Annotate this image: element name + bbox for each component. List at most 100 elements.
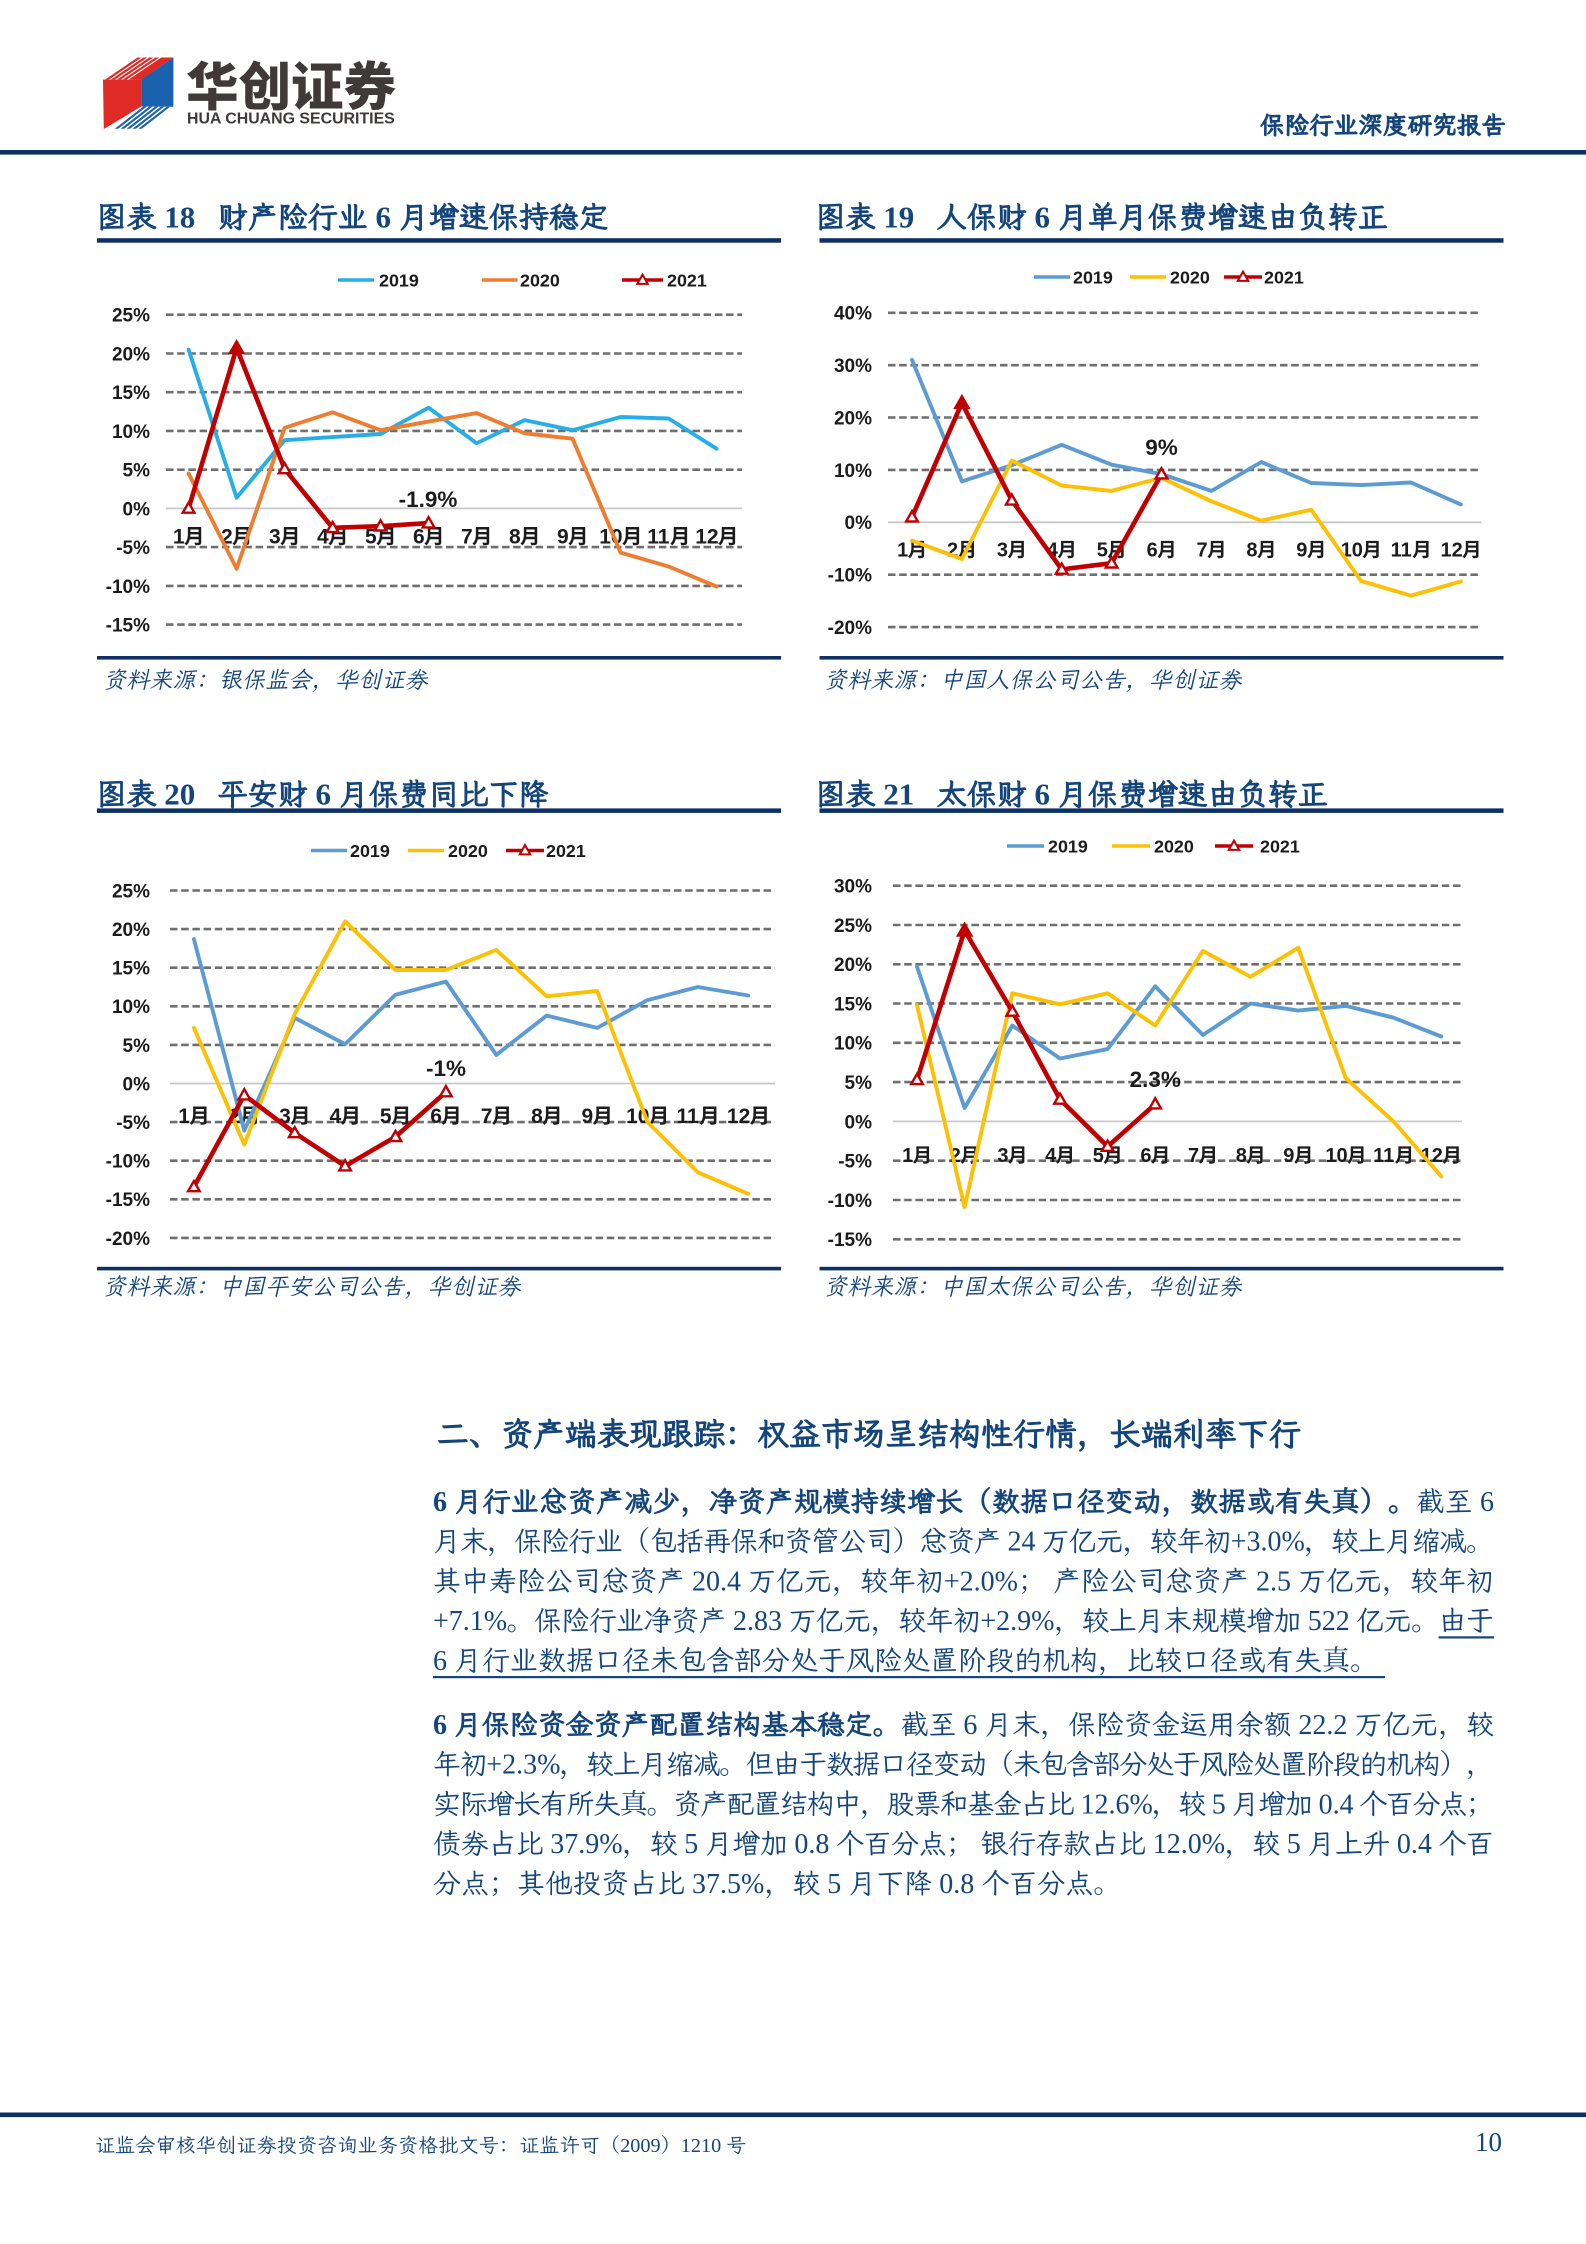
svg-text:0%: 0% [123,499,151,520]
svg-text:11: 11 [647,526,670,549]
svg-text:6: 6 [433,1487,454,1518]
svg-text:1: 1 [173,526,185,549]
svg-text:+2.9%: +2.9% [980,1606,1054,1637]
svg-text:5: 5 [677,1829,705,1860]
svg-text:1: 1 [178,1105,190,1128]
svg-text:8: 8 [509,526,521,549]
svg-text:25%: 25% [112,881,150,902]
svg-text:20%: 20% [834,955,872,976]
svg-text:2020: 2020 [1154,837,1194,857]
svg-text:2: 2 [947,540,958,562]
svg-text:-5%: -5% [116,538,150,559]
svg-text:2009: 2009 [620,2135,660,2157]
svg-text:6: 6 [413,526,425,549]
svg-text:-10%: -10% [106,1152,150,1173]
svg-text:6: 6 [1473,1487,1494,1518]
svg-text:20: 20 [157,777,196,812]
svg-text:+3.0%: +3.0% [1231,1527,1305,1558]
svg-text:2019: 2019 [1073,268,1113,288]
svg-text:3: 3 [269,526,281,549]
svg-text:2021: 2021 [1264,268,1304,288]
svg-text:20.4: 20.4 [685,1566,748,1597]
svg-text:2.3%: 2.3% [1130,1067,1181,1092]
svg-text:5: 5 [1093,1145,1104,1167]
svg-text:7: 7 [461,526,473,549]
svg-text:10%: 10% [834,461,872,482]
svg-text:15%: 15% [112,383,150,404]
svg-text:1: 1 [897,540,908,562]
svg-text:-10%: -10% [106,577,150,598]
svg-text:20%: 20% [112,344,150,365]
svg-text:2020: 2020 [448,841,488,861]
svg-text:9: 9 [1283,1145,1294,1167]
svg-text:20%: 20% [834,408,872,429]
svg-text:6: 6 [956,1710,984,1741]
svg-text:-15%: -15% [106,616,150,637]
svg-text:2020: 2020 [520,271,560,291]
svg-text:2021: 2021 [1260,837,1300,857]
svg-text:3: 3 [279,1105,291,1128]
svg-text:0%: 0% [123,1074,151,1095]
svg-text:2.83: 2.83 [726,1606,789,1637]
svg-text:0.4: 0.4 [1390,1829,1439,1860]
svg-text:-20%: -20% [828,618,872,639]
svg-text:3: 3 [997,1145,1008,1167]
svg-text:8: 8 [531,1105,543,1128]
svg-text:10: 10 [1475,2127,1502,2157]
svg-text:5%: 5% [845,1073,873,1094]
svg-text:6: 6 [433,1710,454,1741]
svg-text:5: 5 [380,1105,392,1128]
svg-text:30%: 30% [834,877,872,898]
svg-text:3: 3 [997,540,1008,562]
svg-text:0%: 0% [845,513,873,534]
svg-text:10%: 10% [834,1034,872,1055]
svg-text:5: 5 [820,1869,848,1900]
svg-text:HUA CHUANG SECURITIES: HUA CHUANG SECURITIES [187,111,395,128]
svg-text:+7.1%: +7.1% [433,1606,507,1637]
svg-text:-10%: -10% [828,1191,872,1212]
svg-text:11: 11 [1391,540,1412,562]
svg-text:10: 10 [1341,540,1363,562]
svg-text:12: 12 [695,526,718,549]
svg-text:0.4: 0.4 [1312,1789,1361,1820]
svg-text:-20%: -20% [106,1229,150,1250]
svg-text:2: 2 [950,1145,961,1167]
svg-text:15%: 15% [112,959,150,980]
svg-text:18: 18 [157,199,196,234]
svg-text:6: 6 [430,1105,442,1128]
svg-text:0%: 0% [845,1112,873,1133]
svg-text:9%: 9% [1145,435,1178,460]
svg-text:2: 2 [221,526,233,549]
svg-text:5: 5 [1280,1829,1308,1860]
svg-text:4: 4 [1045,1145,1057,1167]
svg-text:7: 7 [1188,1145,1199,1167]
svg-text:8: 8 [1236,1145,1247,1167]
svg-text:6: 6 [1027,777,1058,812]
svg-text:1210: 1210 [681,2135,726,2157]
svg-text:20%: 20% [112,920,150,941]
svg-text:2021: 2021 [667,271,707,291]
svg-text:19: 19 [876,199,915,234]
svg-text:-15%: -15% [828,1230,872,1251]
svg-text:2019: 2019 [379,271,419,291]
svg-text:40%: 40% [834,304,872,325]
svg-text:2.5: 2.5 [1249,1566,1298,1597]
svg-text:9: 9 [582,1105,594,1128]
svg-text:2019: 2019 [1048,837,1088,857]
svg-text:5%: 5% [123,461,151,482]
svg-text:12: 12 [1441,540,1463,562]
svg-text:30%: 30% [834,356,872,377]
svg-text:0.8: 0.8 [787,1829,836,1860]
svg-text:+2.3%: +2.3% [486,1750,560,1781]
svg-text:6: 6 [433,1646,454,1677]
svg-text:10: 10 [1325,1145,1347,1167]
svg-text:4: 4 [317,526,329,549]
svg-text:-10%: -10% [828,566,872,587]
svg-text:37.9%: 37.9% [543,1829,622,1860]
svg-text:21: 21 [876,777,915,812]
svg-text:5: 5 [1097,540,1108,562]
svg-text:8: 8 [1246,540,1257,562]
svg-text:15%: 15% [834,994,872,1015]
svg-text:+2.0%: +2.0% [944,1566,1018,1597]
svg-text:11: 11 [677,1105,700,1128]
